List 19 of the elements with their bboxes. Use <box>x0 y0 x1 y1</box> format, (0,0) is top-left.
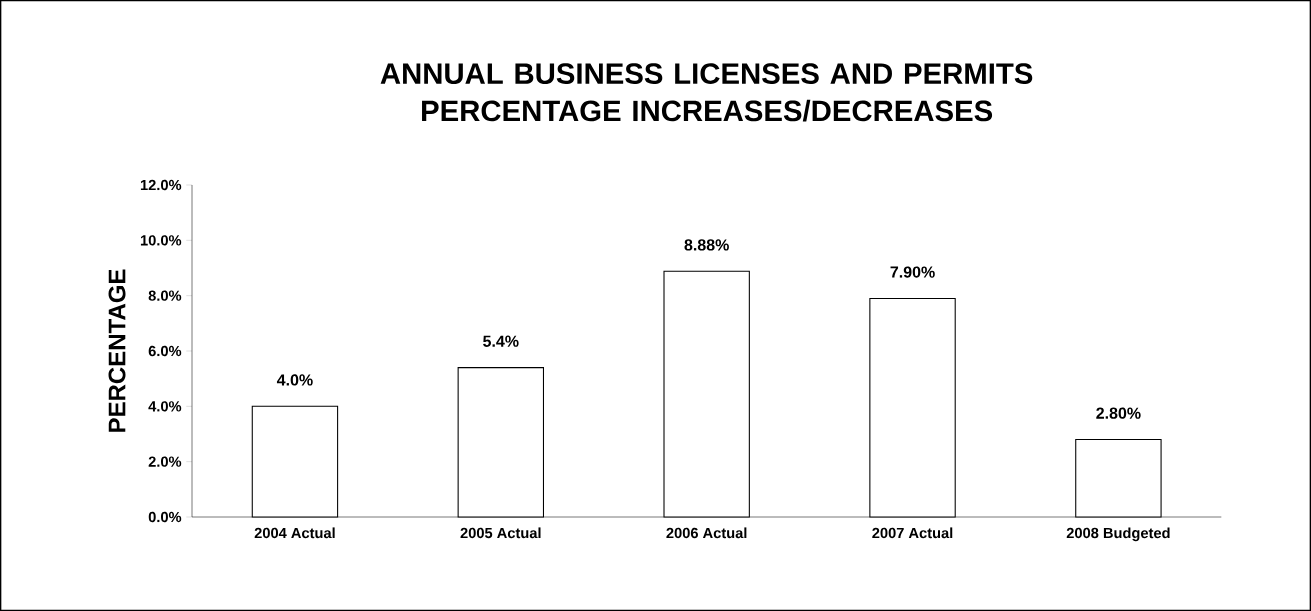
x-tick-label: 2004 Actual <box>254 527 335 539</box>
data-label: 5.4% <box>483 335 519 347</box>
y-tick-label: 4.0% <box>148 401 182 412</box>
y-tick-label: 2.0% <box>148 456 182 467</box>
y-axis-title: PERCENTAGE <box>108 269 126 432</box>
x-tick-label: 2008 Budgeted <box>1066 527 1170 542</box>
chart-title: ANNUAL BUSINESS LICENSES AND PERMITS PERCENTAGE INCREASES/DECREASES <box>380 63 1033 122</box>
x-tick-label: 2005 Actual <box>460 527 541 539</box>
x-tick-label: 2007 Actual <box>872 527 953 539</box>
y-tick-label: 6.0% <box>148 345 182 357</box>
x-tick-label: 2006 Actual <box>666 527 747 539</box>
y-tick-label: 12.0% <box>140 179 182 191</box>
data-label: 7.90% <box>890 266 935 278</box>
y-tick-label: 10.0% <box>140 235 182 246</box>
data-label: 2.80% <box>1096 407 1141 419</box>
y-tick-label: 8.0% <box>148 290 182 301</box>
y-tick-label: 0.0% <box>148 511 182 523</box>
data-label: 4.0% <box>276 374 313 386</box>
data-label: 8.88% <box>684 239 729 251</box>
